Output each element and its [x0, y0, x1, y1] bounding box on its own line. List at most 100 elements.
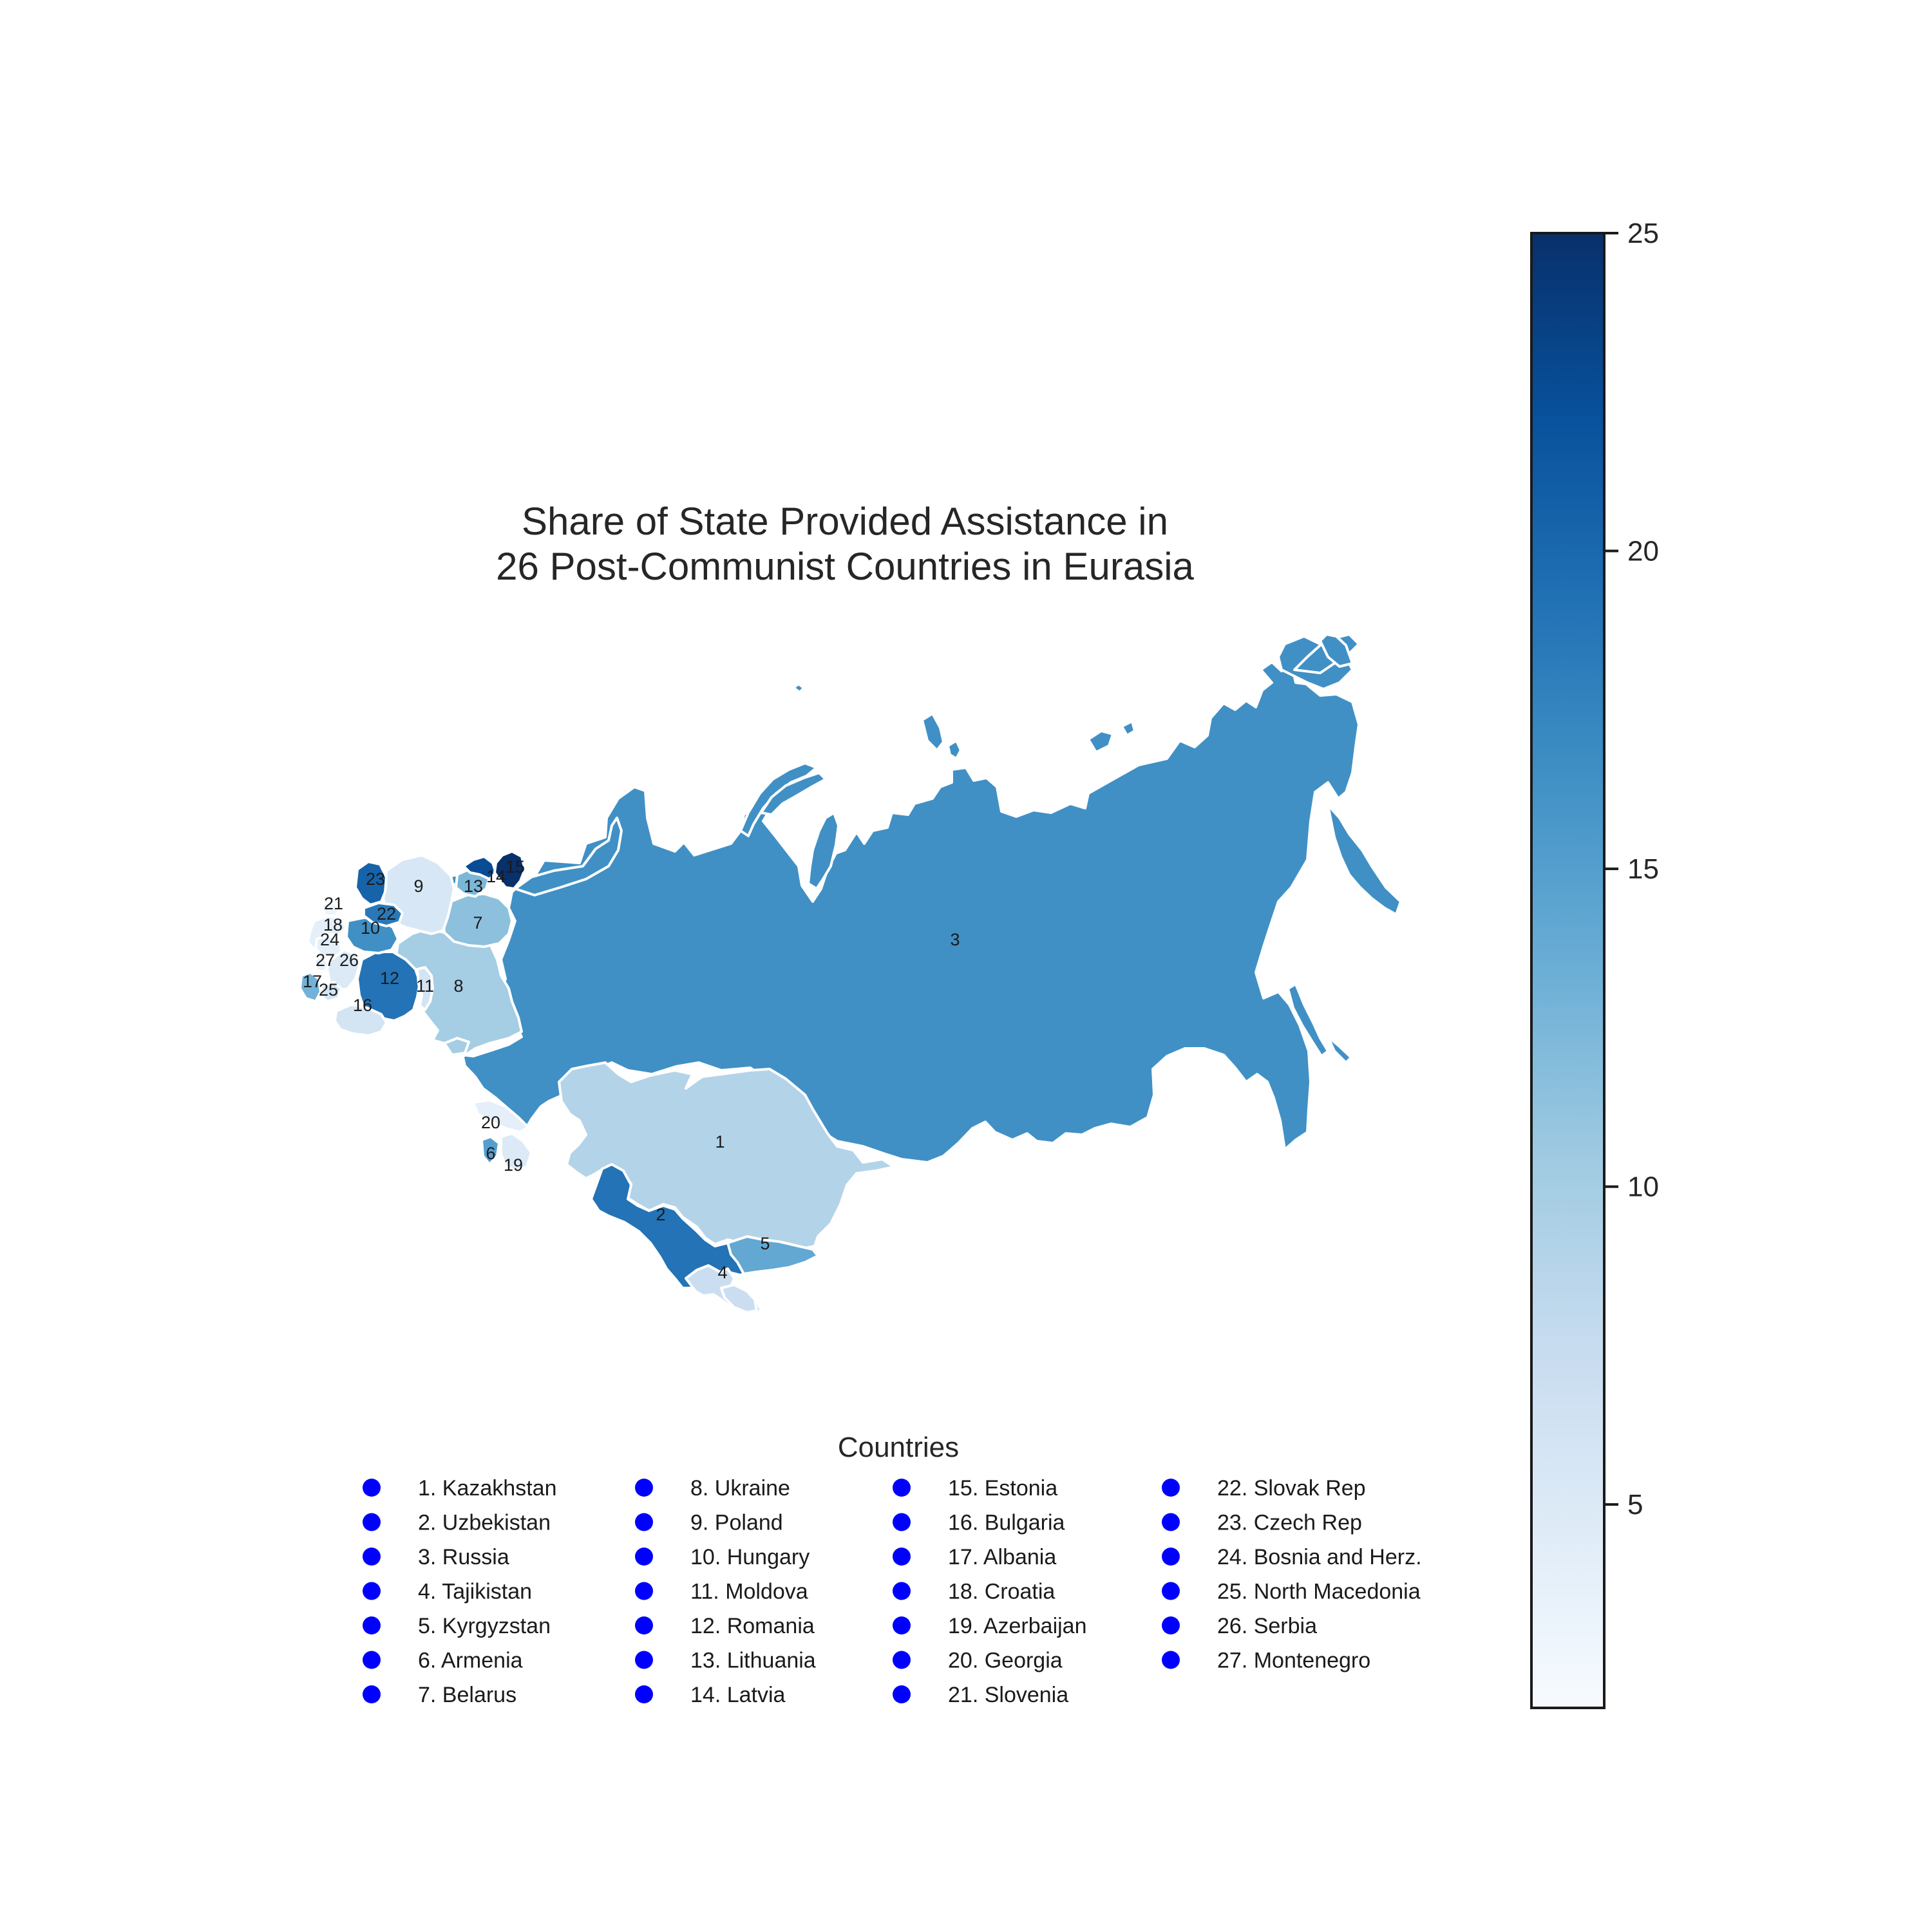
- colorbar-tick-label: 10: [1627, 1171, 1659, 1203]
- legend-marker: [363, 1685, 381, 1703]
- legend-item: 27. Montenegro: [1162, 1649, 1370, 1673]
- legend-item: 25. North Macedonia: [1162, 1580, 1421, 1604]
- legend-label: 11. Moldova: [690, 1580, 808, 1604]
- legend-item: 18. Croatia: [893, 1580, 1055, 1604]
- legend-label: 10. Hungary: [690, 1545, 810, 1569]
- legend-item: 5. Kyrgyzstan: [363, 1614, 551, 1638]
- legend-label: 1. Kazakhstan: [418, 1476, 556, 1501]
- region-label-4: 4: [717, 1263, 727, 1282]
- country-russia-new-siberian: [1088, 731, 1113, 752]
- legend-marker: [363, 1548, 381, 1566]
- legend-marker: [635, 1582, 653, 1600]
- legend-title: Countries: [838, 1432, 959, 1463]
- legend-item: 20. Georgia: [893, 1649, 1063, 1673]
- region-label-7: 7: [473, 913, 482, 933]
- legend-item: 8. Ukraine: [635, 1476, 790, 1501]
- legend-marker: [635, 1479, 653, 1497]
- legend-item: 13. Lithuania: [635, 1649, 816, 1673]
- country-russia-franz-josef: [793, 684, 804, 692]
- region-label-12: 12: [380, 969, 399, 988]
- region-label-2: 2: [656, 1205, 665, 1224]
- colorbar-tick-label: 25: [1627, 218, 1659, 249]
- country-tajikistan-south: [721, 1285, 757, 1312]
- legend-marker: [363, 1616, 381, 1634]
- country-russia-new-siberian-2: [1122, 721, 1135, 735]
- legend-label: 9. Poland: [690, 1511, 783, 1535]
- legend-marker: [635, 1548, 653, 1566]
- legend-marker: [363, 1582, 381, 1600]
- country-russia-severnaya-2: [948, 741, 961, 759]
- legend: Countries 1. Kazakhstan 2. Uzbekistan 3. R…: [363, 1432, 1422, 1707]
- region-label-25: 25: [319, 980, 338, 999]
- legend-label: 18. Croatia: [948, 1580, 1055, 1604]
- legend-label: 26. Serbia: [1217, 1614, 1317, 1638]
- legend-label: 3. Russia: [418, 1545, 509, 1569]
- region-label-9: 9: [413, 876, 423, 896]
- legend-marker: [893, 1616, 911, 1634]
- legend-item: 23. Czech Rep: [1162, 1511, 1362, 1535]
- region-label-3: 3: [950, 930, 960, 949]
- legend-marker: [363, 1513, 381, 1531]
- legend-marker: [635, 1651, 653, 1669]
- legend-item: 14. Latvia: [635, 1683, 786, 1707]
- legend-item: 1. Kazakhstan: [363, 1476, 556, 1501]
- legend-label: 12. Romania: [690, 1614, 815, 1638]
- region-label-6: 6: [486, 1144, 495, 1163]
- legend-item: 9. Poland: [635, 1511, 783, 1535]
- colorbar-ticks: 5 10 15 20 25: [1604, 218, 1659, 1520]
- legend-label: 7. Belarus: [418, 1683, 516, 1707]
- legend-label: 24. Bosnia and Herz.: [1217, 1545, 1422, 1569]
- colorbar-tick-label: 5: [1627, 1489, 1643, 1520]
- region-label-20: 20: [481, 1113, 500, 1132]
- legend-marker: [635, 1685, 653, 1703]
- legend-marker: [635, 1513, 653, 1531]
- legend-label: 21. Slovenia: [948, 1683, 1068, 1707]
- legend-label: 19. Azerbaijan: [948, 1614, 1087, 1638]
- legend-marker: [893, 1582, 911, 1600]
- legend-label: 25. North Macedonia: [1217, 1580, 1421, 1604]
- region-label-14: 14: [486, 867, 506, 886]
- legend-item: 7. Belarus: [363, 1683, 516, 1707]
- region-label-8: 8: [453, 976, 463, 996]
- legend-item: 16. Bulgaria: [893, 1511, 1065, 1535]
- legend-label: 13. Lithuania: [690, 1649, 816, 1673]
- legend-marker: [893, 1685, 911, 1703]
- colorbar-tick-label: 15: [1627, 853, 1659, 885]
- legend-item: 2. Uzbekistan: [363, 1511, 551, 1535]
- region-label-19: 19: [504, 1155, 523, 1175]
- legend-label: 20. Georgia: [948, 1649, 1063, 1673]
- legend-marker: [363, 1651, 381, 1669]
- legend-item: 24. Bosnia and Herz.: [1162, 1545, 1422, 1569]
- legend-label: 16. Bulgaria: [948, 1511, 1065, 1535]
- colorbar: 5 10 15 20 25: [1531, 218, 1659, 1708]
- colorbar-tick-label: 20: [1627, 536, 1659, 567]
- country-ukraine-crimea: [444, 1038, 469, 1055]
- legend-label: 22. Slovak Rep: [1217, 1476, 1366, 1501]
- region-label-13: 13: [464, 876, 483, 896]
- legend-label: 17. Albania: [948, 1545, 1056, 1569]
- legend-marker: [1162, 1582, 1180, 1600]
- legend-item: 4. Tajikistan: [363, 1580, 532, 1604]
- legend-item: 3. Russia: [363, 1545, 509, 1569]
- legend-label: 27. Montenegro: [1217, 1649, 1370, 1673]
- region-label-16: 16: [353, 996, 372, 1015]
- legend-label: 23. Czech Rep: [1217, 1511, 1362, 1535]
- legend-item: 19. Azerbaijan: [893, 1614, 1087, 1638]
- legend-marker: [635, 1616, 653, 1634]
- region-label-5: 5: [760, 1234, 770, 1253]
- region-label-24: 24: [320, 930, 339, 949]
- legend-marker: [893, 1548, 911, 1566]
- region-label-27: 27: [316, 951, 335, 970]
- legend-item: 17. Albania: [893, 1545, 1056, 1569]
- region-label-11: 11: [416, 976, 434, 996]
- legend-marker: [893, 1479, 911, 1497]
- region-label-1: 1: [715, 1132, 724, 1151]
- region-label-26: 26: [339, 951, 359, 970]
- legend-label: 14. Latvia: [690, 1683, 786, 1707]
- legend-label: 5. Kyrgyzstan: [418, 1614, 551, 1638]
- legend-label: 8. Ukraine: [690, 1476, 790, 1501]
- legend-item: 10. Hungary: [635, 1545, 810, 1569]
- legend-item: 22. Slovak Rep: [1162, 1476, 1366, 1501]
- region-label-21: 21: [324, 894, 343, 913]
- legend-label: 15. Estonia: [948, 1476, 1057, 1501]
